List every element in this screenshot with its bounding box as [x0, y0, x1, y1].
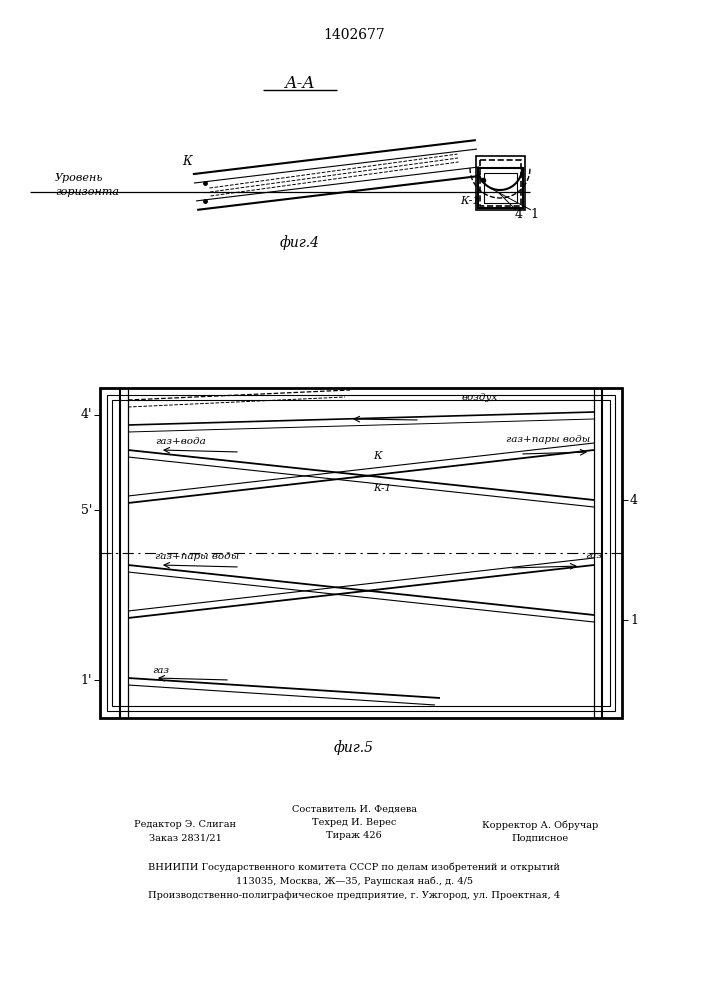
Text: К-1: К-1	[460, 196, 480, 206]
Text: Корректор А. Обручар
Подписное: Корректор А. Обручар Подписное	[482, 820, 598, 843]
Text: 4': 4'	[81, 408, 92, 422]
Text: 4: 4	[515, 208, 523, 221]
Text: Составитель И. Федяева
Техред И. Верес
Тираж 426: Составитель И. Федяева Техред И. Верес Т…	[291, 805, 416, 840]
Text: К: К	[373, 451, 381, 461]
Text: фиг.4: фиг.4	[280, 235, 320, 250]
Bar	[478, 168, 523, 208]
Text: Уровень
горизонта: Уровень горизонта	[55, 173, 119, 197]
Text: А-А: А-А	[284, 75, 315, 92]
Text: Редактор Э. Слиган
Заказ 2831/21: Редактор Э. Слиган Заказ 2831/21	[134, 820, 236, 842]
Text: 4: 4	[630, 493, 638, 506]
Bar	[112, 400, 610, 706]
Text: К-1: К-1	[373, 484, 391, 493]
Bar	[107, 395, 615, 711]
Bar	[480, 160, 521, 206]
Text: газ: газ	[152, 666, 169, 675]
Text: газ: газ	[585, 551, 602, 560]
Bar	[100, 388, 622, 718]
Text: К: К	[182, 155, 192, 168]
Text: воздух: воздух	[462, 393, 498, 402]
Text: 1: 1	[530, 208, 538, 221]
Text: ВНИИПИ Государственного комитета СССР по делам изобретений и открытий
113035, Мо: ВНИИПИ Государственного комитета СССР по…	[148, 863, 560, 900]
Text: газ+пары воды: газ+пары воды	[506, 435, 590, 444]
Text: 1: 1	[630, 613, 638, 626]
Text: 5': 5'	[81, 504, 92, 516]
Text: 1': 1'	[81, 674, 92, 686]
Text: газ+пары воды: газ+пары воды	[155, 552, 239, 561]
Bar	[484, 173, 517, 203]
Text: 1402677: 1402677	[323, 28, 385, 42]
Text: газ+вода: газ+вода	[155, 437, 206, 446]
Text: фиг.5: фиг.5	[334, 740, 374, 755]
Bar	[476, 156, 525, 210]
